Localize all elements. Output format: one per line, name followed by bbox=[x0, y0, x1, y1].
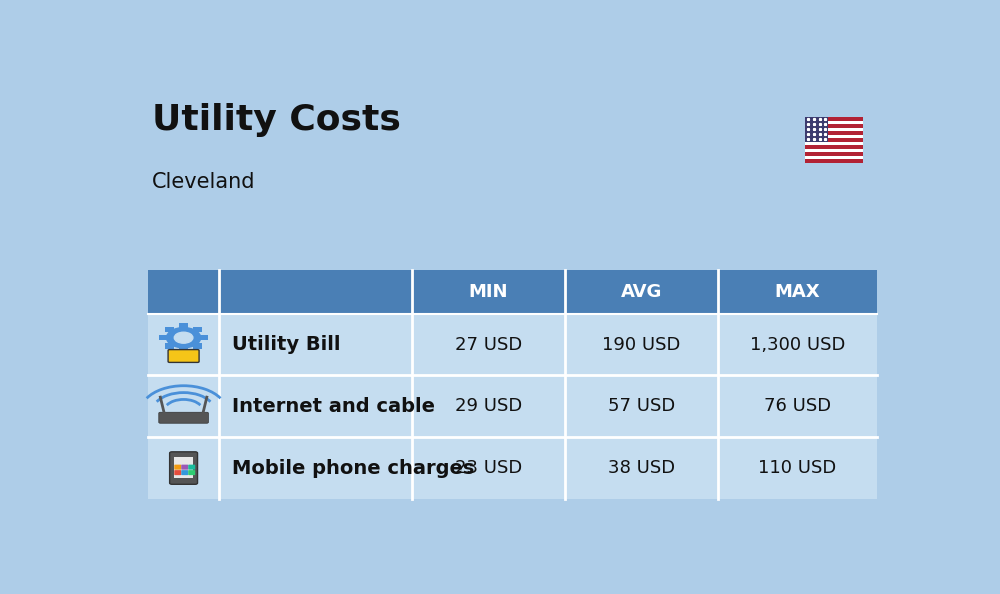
FancyBboxPatch shape bbox=[805, 117, 828, 141]
Text: MAX: MAX bbox=[775, 283, 820, 301]
FancyBboxPatch shape bbox=[805, 124, 863, 128]
Circle shape bbox=[174, 332, 193, 343]
FancyBboxPatch shape bbox=[168, 350, 199, 362]
FancyBboxPatch shape bbox=[181, 470, 188, 475]
FancyBboxPatch shape bbox=[805, 141, 863, 145]
FancyBboxPatch shape bbox=[148, 375, 877, 437]
Text: MIN: MIN bbox=[469, 283, 508, 301]
Text: Cleveland: Cleveland bbox=[152, 172, 256, 192]
Text: 23 USD: 23 USD bbox=[455, 459, 522, 477]
Text: 110 USD: 110 USD bbox=[758, 459, 836, 477]
Text: Utility Bill: Utility Bill bbox=[232, 335, 341, 354]
Text: Utility Costs: Utility Costs bbox=[152, 103, 401, 137]
FancyBboxPatch shape bbox=[805, 128, 863, 131]
FancyBboxPatch shape bbox=[805, 156, 863, 159]
Text: 29 USD: 29 USD bbox=[455, 397, 522, 415]
FancyBboxPatch shape bbox=[805, 135, 863, 138]
FancyBboxPatch shape bbox=[174, 465, 181, 470]
FancyBboxPatch shape bbox=[188, 470, 195, 475]
FancyBboxPatch shape bbox=[805, 121, 863, 124]
FancyBboxPatch shape bbox=[193, 327, 202, 332]
Text: 190 USD: 190 USD bbox=[602, 336, 681, 353]
FancyBboxPatch shape bbox=[181, 465, 188, 470]
FancyBboxPatch shape bbox=[805, 131, 863, 135]
Text: Mobile phone charges: Mobile phone charges bbox=[232, 459, 475, 478]
FancyBboxPatch shape bbox=[148, 437, 877, 499]
Text: 27 USD: 27 USD bbox=[455, 336, 522, 353]
Text: AVG: AVG bbox=[621, 283, 662, 301]
FancyBboxPatch shape bbox=[165, 327, 174, 332]
FancyBboxPatch shape bbox=[148, 314, 877, 375]
Text: 76 USD: 76 USD bbox=[764, 397, 831, 415]
FancyBboxPatch shape bbox=[179, 323, 188, 328]
FancyBboxPatch shape bbox=[159, 412, 208, 424]
FancyBboxPatch shape bbox=[174, 470, 181, 475]
FancyBboxPatch shape bbox=[170, 452, 198, 484]
Circle shape bbox=[167, 328, 201, 347]
FancyBboxPatch shape bbox=[179, 347, 188, 352]
FancyBboxPatch shape bbox=[805, 148, 863, 152]
FancyBboxPatch shape bbox=[174, 457, 193, 478]
FancyBboxPatch shape bbox=[805, 152, 863, 156]
Text: Internet and cable: Internet and cable bbox=[232, 397, 435, 416]
FancyBboxPatch shape bbox=[148, 270, 877, 314]
FancyBboxPatch shape bbox=[165, 343, 174, 349]
FancyBboxPatch shape bbox=[199, 335, 208, 340]
FancyBboxPatch shape bbox=[805, 117, 863, 121]
FancyBboxPatch shape bbox=[805, 138, 863, 141]
FancyBboxPatch shape bbox=[188, 465, 195, 470]
Text: 1,300 USD: 1,300 USD bbox=[750, 336, 845, 353]
FancyBboxPatch shape bbox=[805, 159, 863, 163]
FancyBboxPatch shape bbox=[159, 335, 168, 340]
Text: 38 USD: 38 USD bbox=[608, 459, 675, 477]
FancyBboxPatch shape bbox=[193, 343, 202, 349]
FancyBboxPatch shape bbox=[805, 145, 863, 148]
Text: 57 USD: 57 USD bbox=[608, 397, 675, 415]
